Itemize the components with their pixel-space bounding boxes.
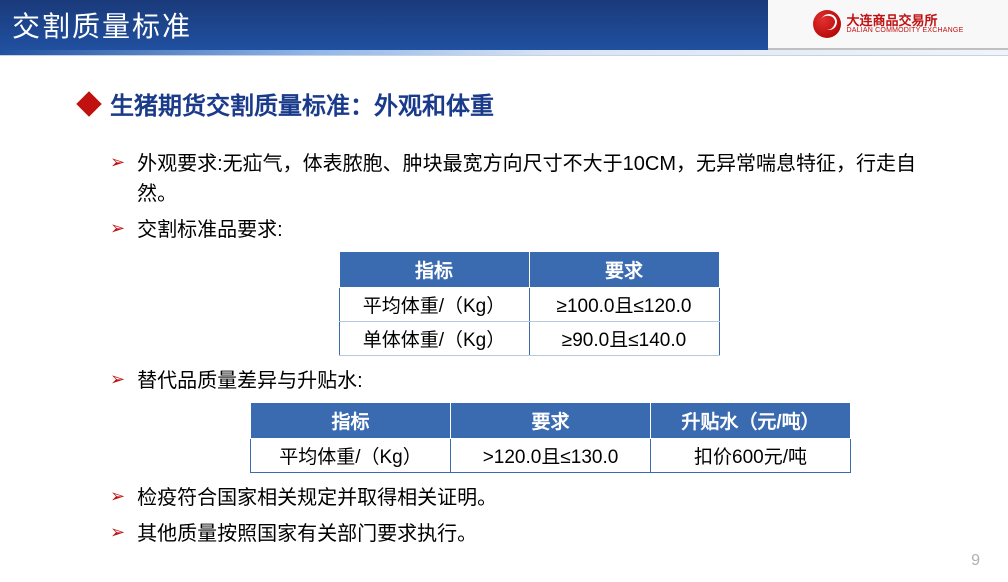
header-bar: 交割质量标准 大连商品交易所 DALIAN COMMODITY EXCHANGE xyxy=(0,0,1008,50)
th-requirement: 要求 xyxy=(451,403,651,439)
logo-icon xyxy=(813,10,841,38)
list-item: ➢ 外观要求:无疝气，体表脓胞、肿块最宽方向尺寸不大于10CM，无异常喘息特征，… xyxy=(110,149,948,209)
td: 单体体重/（Kg） xyxy=(339,322,529,356)
subtitle-row: 生猪期货交割质量标准：外观和体重 xyxy=(80,86,948,121)
td: 平均体重/（Kg） xyxy=(339,288,529,322)
page-title: 交割质量标准 xyxy=(0,5,192,45)
bullet-text-3: 替代品质量差异与升贴水: xyxy=(137,366,363,396)
td: 平均体重/（Kg） xyxy=(251,439,451,473)
standard-table: 指标 要求 平均体重/（Kg） ≥100.0且≤120.0 单体体重/（Kg） … xyxy=(339,251,720,356)
substitute-table: 指标 要求 升贴水（元/吨） 平均体重/（Kg） >120.0且≤130.0 扣… xyxy=(250,402,851,473)
bullet-text-5: 其他质量按照国家有关部门要求执行。 xyxy=(137,519,477,549)
diamond-icon xyxy=(76,91,101,116)
chevron-icon: ➢ xyxy=(110,522,125,543)
th-premium: 升贴水（元/吨） xyxy=(651,403,851,439)
th-requirement: 要求 xyxy=(529,252,719,288)
list-item: ➢ 检疫符合国家相关规定并取得相关证明。 xyxy=(110,483,948,513)
table-row: 单体体重/（Kg） ≥90.0且≤140.0 xyxy=(339,322,719,356)
td: ≥100.0且≤120.0 xyxy=(529,288,719,322)
table-row: 平均体重/（Kg） ≥100.0且≤120.0 xyxy=(339,288,719,322)
table-row: 平均体重/（Kg） >120.0且≤130.0 扣价600元/吨 xyxy=(251,439,851,473)
logo-text-wrap: 大连商品交易所 DALIAN COMMODITY EXCHANGE xyxy=(847,14,964,34)
bullet-text-1: 外观要求:无疝气，体表脓胞、肿块最宽方向尺寸不大于10CM，无异常喘息特征，行走… xyxy=(137,149,948,209)
th-indicator: 指标 xyxy=(339,252,529,288)
list-item: ➢ 其他质量按照国家有关部门要求执行。 xyxy=(110,519,948,549)
bullet-list: ➢ 外观要求:无疝气，体表脓胞、肿块最宽方向尺寸不大于10CM，无异常喘息特征，… xyxy=(80,149,948,549)
bullet-text-2: 交割标准品要求: xyxy=(137,215,283,245)
chevron-icon: ➢ xyxy=(110,369,125,390)
list-item: ➢ 替代品质量差异与升贴水: xyxy=(110,366,948,396)
list-item: ➢ 交割标准品要求: xyxy=(110,215,948,245)
chevron-icon: ➢ xyxy=(110,486,125,507)
subtitle-text: 生猪期货交割质量标准：外观和体重 xyxy=(110,86,494,121)
content-area: 生猪期货交割质量标准：外观和体重 ➢ 外观要求:无疝气，体表脓胞、肿块最宽方向尺… xyxy=(0,56,1008,549)
chevron-icon: ➢ xyxy=(110,152,125,173)
td: ≥90.0且≤140.0 xyxy=(529,322,719,356)
page-number: 9 xyxy=(971,552,980,570)
th-indicator: 指标 xyxy=(251,403,451,439)
logo-text: 大连商品交易所 xyxy=(847,14,964,27)
logo-area: 大连商品交易所 DALIAN COMMODITY EXCHANGE xyxy=(768,0,1008,50)
td: 扣价600元/吨 xyxy=(651,439,851,473)
chevron-icon: ➢ xyxy=(110,218,125,239)
logo-subtext: DALIAN COMMODITY EXCHANGE xyxy=(847,27,964,34)
bullet-text-4: 检疫符合国家相关规定并取得相关证明。 xyxy=(137,483,497,513)
td: >120.0且≤130.0 xyxy=(451,439,651,473)
